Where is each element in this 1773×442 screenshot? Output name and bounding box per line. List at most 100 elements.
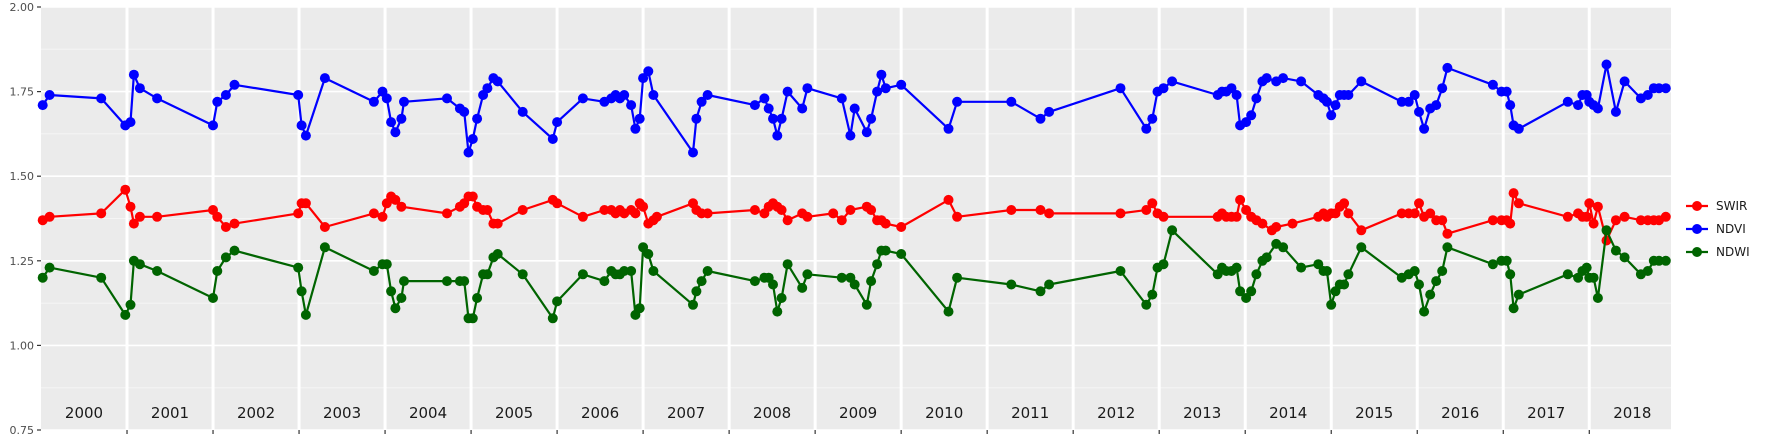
data-point [1505,218,1516,229]
data-point [1167,76,1178,87]
data-point [1330,100,1341,111]
data-point [1619,76,1630,87]
data-point [630,208,641,219]
year-label: 2001 [151,404,189,422]
data-point [212,211,223,222]
year-label: 2014 [1269,404,1307,422]
data-point [1147,289,1158,300]
data-point [626,100,637,111]
grid-major [41,6,1671,431]
data-point [44,262,55,273]
data-point [1660,255,1671,266]
legend-key-marker [1692,247,1702,257]
data-point [1409,90,1420,100]
data-point [768,279,778,290]
data-point [866,276,877,287]
data-point [319,222,330,232]
data-point [1592,293,1603,303]
data-point [1006,279,1017,290]
data-point [638,201,649,212]
data-point [1513,123,1524,134]
data-point [1167,225,1178,236]
data-point [1115,266,1126,276]
data-point [849,279,860,290]
data-point [229,218,240,229]
data-point [1442,228,1453,239]
data-point [749,205,760,215]
series-ndvi [37,59,1671,158]
data-point [896,222,907,232]
data-point [128,69,139,80]
data-point [1414,198,1424,209]
year-label: 2015 [1355,404,1393,422]
data-point [1442,62,1453,73]
data-point [442,208,452,219]
data-point [1356,225,1367,236]
data-point [1241,205,1252,215]
data-point [643,249,654,259]
data-point [880,245,891,256]
data-point [1343,208,1354,219]
data-point [459,276,470,287]
data-point [776,205,787,215]
data-point [1296,262,1307,273]
data-point [599,205,610,215]
data-point [96,208,107,219]
data-point [599,276,610,287]
data-point [1660,211,1671,222]
data-point [293,208,304,219]
data-point [517,205,528,215]
data-point [1437,83,1448,94]
data-point [44,211,55,222]
data-point [134,259,145,270]
data-point [208,120,218,131]
data-point [861,299,872,310]
data-point [866,113,877,124]
data-point [797,103,808,114]
data-point [630,123,641,134]
data-point [552,198,563,209]
data-point [1287,218,1298,229]
year-label: 2000 [65,404,103,422]
data-point [1326,299,1337,310]
data-point [1339,279,1350,290]
data-point [1147,198,1158,209]
data-point [1044,279,1055,290]
data-point [1513,198,1524,209]
data-point [1508,303,1519,314]
data-point [381,93,392,104]
data-point [1246,286,1257,297]
data-point [152,93,163,104]
data-point [399,276,409,287]
data-point [293,262,304,273]
data-point [1261,73,1272,84]
data-point [386,117,397,128]
data-point [517,106,528,117]
data-point [1006,205,1017,215]
data-point [128,218,139,229]
data-point [1505,269,1516,280]
data-point [651,211,662,222]
data-point [836,272,847,283]
data-point [1343,269,1354,280]
data-point [702,266,713,276]
data-point [492,249,503,259]
data-point [1419,123,1430,134]
data-point [1635,215,1646,226]
data-point [776,293,787,303]
data-point [1562,269,1573,280]
data-point [1261,252,1272,263]
data-point [396,201,407,212]
data-point [1035,286,1046,297]
data-point [442,93,452,104]
data-point [552,296,563,307]
data-point [1115,208,1126,219]
data-point [688,147,698,158]
data-point [634,303,645,314]
data-point [96,93,107,104]
data-point [880,218,891,229]
data-point [772,306,783,317]
data-point [1396,208,1407,219]
data-point [876,69,887,80]
data-point [1115,83,1126,94]
